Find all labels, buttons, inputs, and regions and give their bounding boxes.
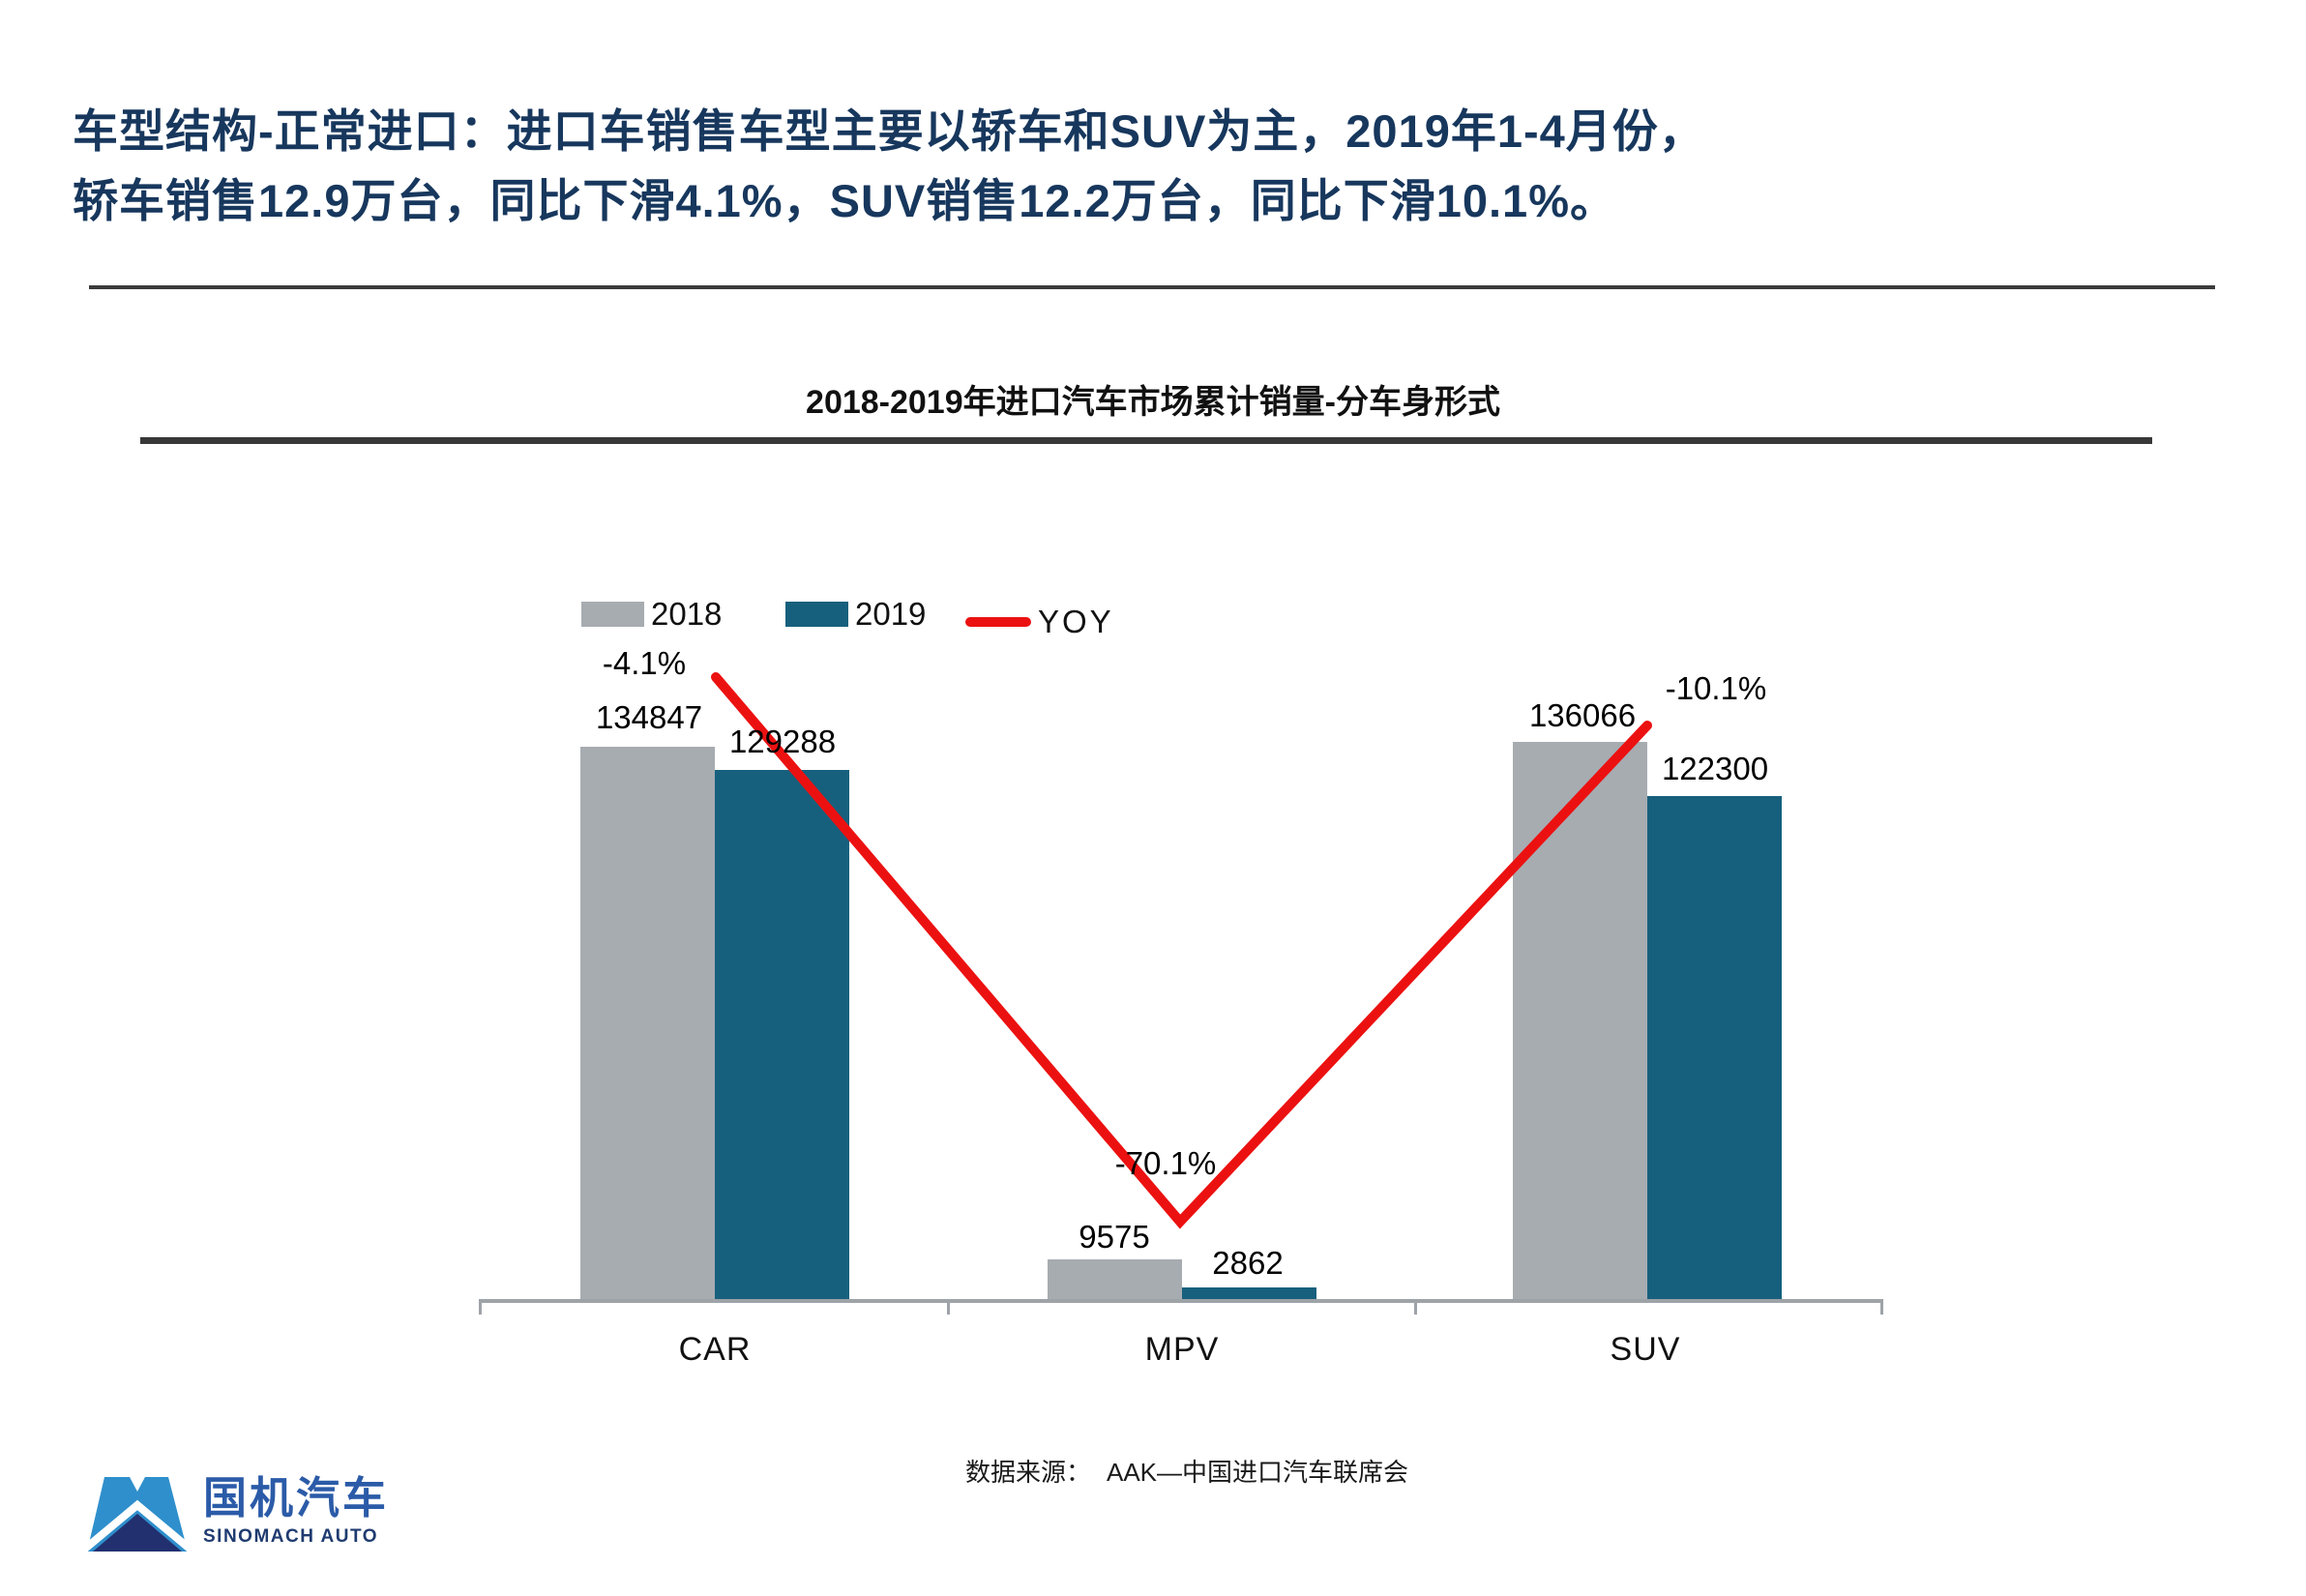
- legend-item-2019: 2019: [785, 596, 926, 633]
- legend-item-2018: 2018: [581, 596, 722, 633]
- data-source-note: 数据来源： AAK—中国进口汽车联席会: [965, 1453, 1408, 1489]
- legend-item-yoy: YOY: [965, 604, 1114, 640]
- label-suv-2019: 122300: [1661, 751, 1769, 786]
- sinomach-logo: 国机汽车 SINOMACH AUTO: [87, 1468, 389, 1552]
- sinomach-logo-icon: [87, 1477, 188, 1552]
- bar-suv-2018: [1513, 742, 1647, 1299]
- slide-title-line2: 轿车销售12.9万台，同比下滑4.1%，SUV销售12.2万台，同比下滑10.1…: [73, 175, 1616, 226]
- label-suv-yoy: -10.1%: [1665, 670, 1767, 706]
- slide-title: 车型结构-正常进口：进口车销售车型主要以轿车和SUV为主，2019年1-4月份，…: [73, 97, 2239, 236]
- category-label-suv: SUV: [1610, 1331, 1681, 1368]
- x-axis-tick: [947, 1299, 950, 1315]
- title-divider: [89, 285, 2215, 289]
- x-axis-tick: [1414, 1299, 1417, 1315]
- label-car-2018: 134847: [595, 699, 703, 735]
- chart-title-divider: [140, 437, 2152, 444]
- slide-title-line1: 车型结构-正常进口：进口车销售车型主要以轿车和SUV为主，2019年1-4月份，: [73, 105, 1705, 157]
- x-axis: [479, 1299, 1883, 1303]
- bar-car-2019: [715, 770, 849, 1299]
- legend-swatch-2018: [581, 602, 644, 627]
- bar-mpv-2018: [1048, 1259, 1182, 1299]
- legend-label-2019: 2019: [855, 596, 927, 632]
- legend-swatch-2019: [785, 602, 848, 627]
- bar-mpv-2019: [1182, 1287, 1316, 1299]
- label-mpv-2019: 2862: [1212, 1245, 1284, 1281]
- x-axis-tick: [479, 1299, 482, 1315]
- chart-title: 2018-2019年进口汽车市场累计销量-分车身形式: [806, 384, 1500, 421]
- logo-name-cn: 国机汽车: [203, 1472, 390, 1522]
- legend-label-2018: 2018: [651, 596, 723, 632]
- data-source-label: 数据来源：: [964, 1458, 1091, 1487]
- sinomach-logo-text: 国机汽车 SINOMACH AUTO: [203, 1473, 389, 1548]
- legend-label-yoy: YOY: [1038, 604, 1114, 639]
- label-car-yoy: -4.1%: [602, 645, 687, 681]
- bar-car-2018: [580, 747, 715, 1299]
- bar-suv-2019: [1647, 796, 1782, 1299]
- legend-yoy-line-swatch: [965, 617, 1031, 627]
- label-mpv-yoy: -70.1%: [1114, 1145, 1217, 1181]
- logo-name-en: SINOMACH AUTO: [203, 1525, 378, 1547]
- category-label-car: CAR: [678, 1331, 752, 1368]
- label-car-2019: 129288: [728, 724, 837, 759]
- data-source-value: AAK—中国进口汽车联席会: [1106, 1458, 1409, 1487]
- category-label-mpv: MPV: [1144, 1331, 1220, 1368]
- label-suv-2018: 136066: [1528, 697, 1637, 733]
- label-mpv-2018: 9575: [1079, 1219, 1150, 1255]
- x-axis-tick: [1880, 1299, 1883, 1315]
- yoy-line: [711, 672, 1652, 1229]
